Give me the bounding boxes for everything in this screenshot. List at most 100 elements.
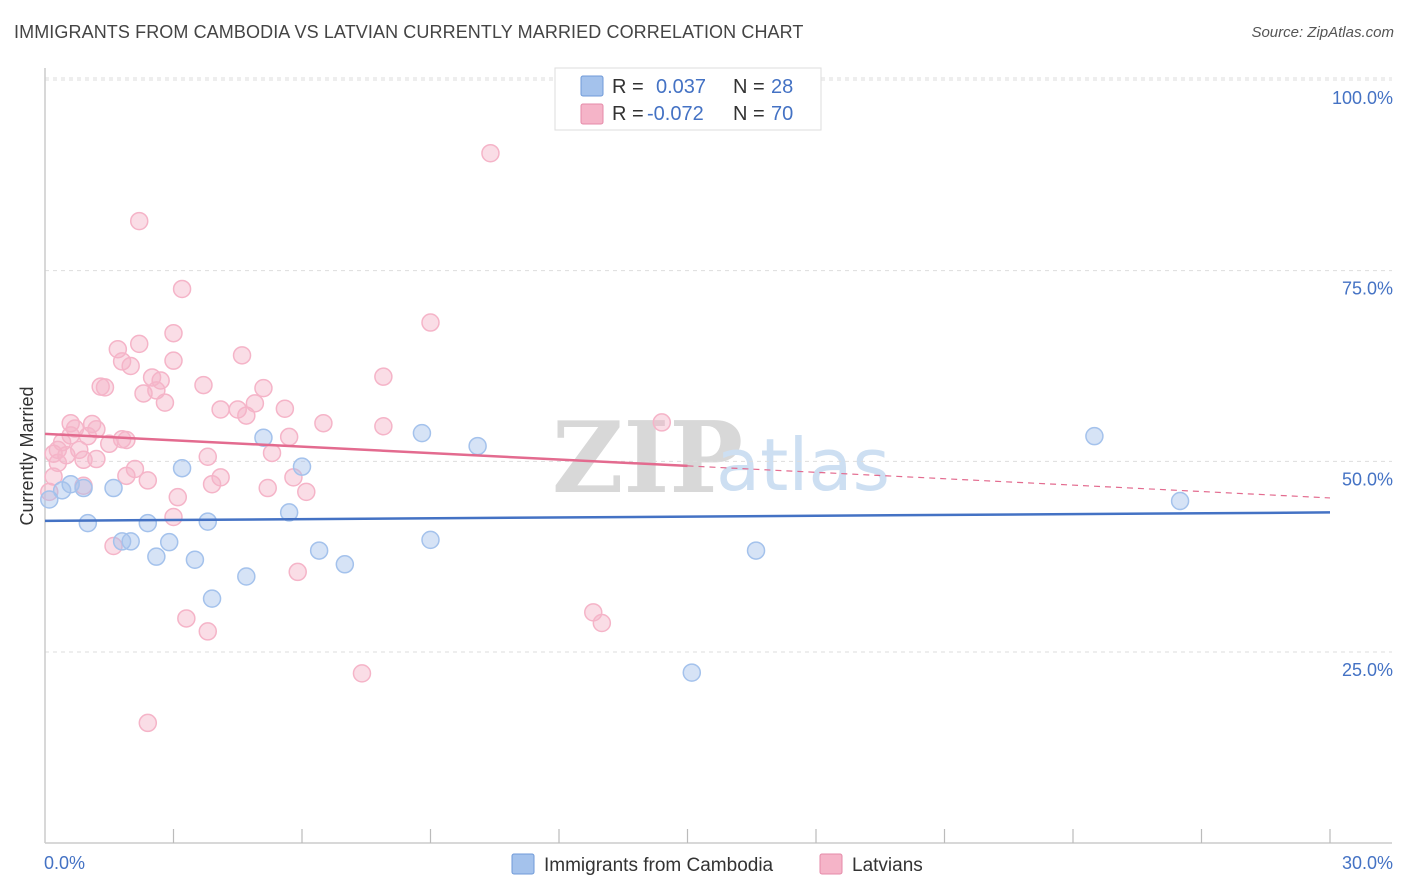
point-cambodia-4 xyxy=(104,478,123,498)
point-cambodia-14 xyxy=(237,567,256,586)
point-latvian-41 xyxy=(177,609,196,628)
point-latvian-62 xyxy=(374,367,393,386)
point-cambodia-26 xyxy=(1170,491,1190,511)
point-cambodia-10 xyxy=(172,458,192,478)
point-latvian-49 xyxy=(232,346,252,365)
point-cambodia-20 xyxy=(412,423,432,443)
point-latvian-39 xyxy=(168,487,188,507)
point-cambodia-0 xyxy=(40,490,59,509)
legend-r-value-latvians: -0.072 xyxy=(647,103,704,125)
point-latvian-37 xyxy=(164,351,183,370)
point-latvian-9 xyxy=(70,440,89,460)
point-latvian-59 xyxy=(297,482,316,502)
point-cambodia-11 xyxy=(185,550,205,569)
point-latvian-51 xyxy=(245,394,265,413)
point-latvian-15 xyxy=(87,449,106,469)
point-latvian-35 xyxy=(155,393,175,412)
legend-n-value-latvians: 70 xyxy=(771,103,793,125)
trend-line-cambodia xyxy=(44,511,1331,523)
point-latvian-24 xyxy=(117,430,136,450)
legend-n-value-cambodia: 28 xyxy=(771,76,793,98)
point-latvian-14 xyxy=(87,420,106,439)
point-latvian-63 xyxy=(374,417,393,436)
point-cambodia-16 xyxy=(279,503,299,522)
point-cambodia-9 xyxy=(159,532,179,552)
point-latvian-60 xyxy=(314,413,333,433)
point-latvian-28 xyxy=(129,211,149,231)
point-cambodia-25 xyxy=(1085,426,1104,446)
point-latvian-31 xyxy=(138,713,158,733)
series-swatch-latvians xyxy=(819,853,843,875)
y-tick-label-50: 50.0% xyxy=(1342,469,1393,489)
legend-swatch-cambodia xyxy=(580,75,604,97)
point-latvian-58 xyxy=(288,562,307,582)
point-latvian-47 xyxy=(211,468,230,487)
legend-r-label-cambodia: R = xyxy=(612,76,644,98)
point-latvian-40 xyxy=(172,279,192,299)
chart-title: IMMIGRANTS FROM CAMBODIA VS LATVIAN CURR… xyxy=(14,22,804,42)
point-cambodia-8 xyxy=(147,547,166,566)
point-latvian-10 xyxy=(74,450,93,470)
point-latvian-53 xyxy=(258,478,277,498)
legend-r-label-latvians: R = xyxy=(612,103,644,125)
point-cambodia-6 xyxy=(121,532,140,551)
legend-swatch-latvians xyxy=(580,103,604,125)
series-label-latvians: Latvians xyxy=(852,855,923,876)
legend-n-label-cambodia: N = xyxy=(733,76,765,98)
gridlines xyxy=(45,77,1392,653)
point-cambodia-19 xyxy=(335,555,355,574)
point-latvian-67 xyxy=(592,613,612,633)
y-tick-labels: 25.0% 50.0% 75.0% 100.0% xyxy=(1332,88,1393,680)
point-cambodia-3 xyxy=(78,513,98,533)
point-cambodia-21 xyxy=(421,530,440,550)
watermark-atlas: atlas xyxy=(716,423,890,507)
point-latvian-34 xyxy=(151,371,170,390)
x-ticks xyxy=(172,829,1331,843)
point-latvian-44 xyxy=(198,622,218,641)
point-latvian-61 xyxy=(352,664,372,683)
point-latvian-69 xyxy=(48,453,68,473)
trend-line-latvians-extension xyxy=(687,465,1331,499)
legend-n-label-latvians: N = xyxy=(733,103,765,125)
point-latvian-1 xyxy=(44,467,63,486)
trend-lines xyxy=(44,432,1331,523)
point-cambodia-27 xyxy=(61,474,80,494)
point-cambodia-12 xyxy=(198,512,218,531)
point-cambodia-18 xyxy=(309,541,329,560)
y-axis-title: Currently Married xyxy=(17,386,37,525)
point-latvian-55 xyxy=(275,399,295,418)
point-latvian-64 xyxy=(421,313,440,332)
series-swatch-cambodia xyxy=(511,853,535,875)
point-cambodia-7 xyxy=(138,513,158,533)
point-latvian-27 xyxy=(129,334,149,354)
point-latvian-38 xyxy=(164,323,183,343)
point-latvian-26 xyxy=(125,459,145,479)
point-latvian-42 xyxy=(194,375,213,395)
point-cambodia-15 xyxy=(254,428,273,447)
point-latvian-43 xyxy=(198,447,218,467)
point-latvian-52 xyxy=(254,378,273,398)
y-tick-label-25: 25.0% xyxy=(1342,660,1393,680)
x-tick-label-max: 30.0% xyxy=(1342,853,1393,873)
point-cambodia-22 xyxy=(468,436,487,456)
source-label: Source: ZipAtlas.com xyxy=(1251,24,1394,41)
series-label-cambodia: Immigrants from Cambodia xyxy=(544,855,774,876)
watermark-zip: ZIP xyxy=(552,401,743,516)
point-latvian-65 xyxy=(481,143,500,163)
y-tick-label-100: 100.0% xyxy=(1332,88,1393,108)
point-latvian-25 xyxy=(121,356,140,376)
legend-r-value-cambodia: 0.037 xyxy=(656,76,706,98)
point-cambodia-23 xyxy=(682,663,702,682)
point-cambodia-13 xyxy=(202,589,222,608)
point-latvian-54 xyxy=(262,443,282,463)
correlation-legend: R = 0.037 N = 28 R = -0.072 N = 70 xyxy=(554,67,822,131)
series-legend: Immigrants from Cambodia Latvians xyxy=(511,853,923,876)
trend-line-latvians xyxy=(44,432,688,468)
point-cambodia-24 xyxy=(746,541,766,560)
point-latvian-21 xyxy=(112,352,132,371)
data-points xyxy=(40,143,1190,733)
point-cambodia-17 xyxy=(292,457,312,476)
point-latvian-30 xyxy=(138,471,158,490)
point-latvian-68 xyxy=(652,413,672,432)
